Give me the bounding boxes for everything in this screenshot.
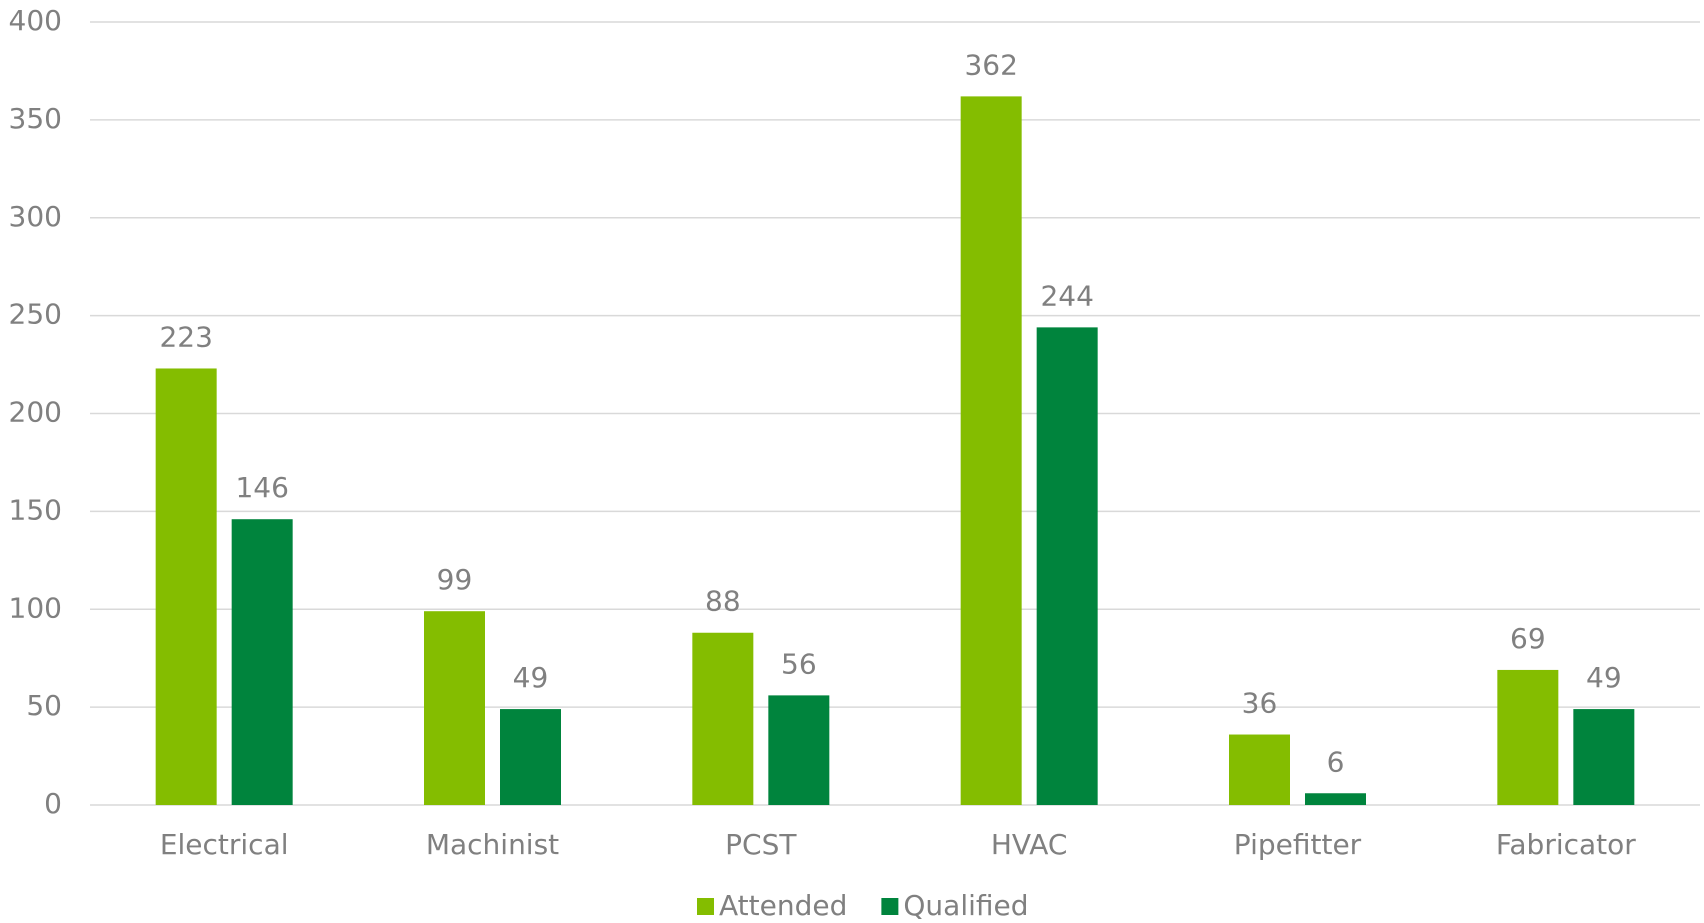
bar (1305, 793, 1366, 805)
bar (1229, 734, 1290, 805)
data-label: 56 (781, 647, 817, 680)
bar (500, 709, 561, 805)
bar (1036, 327, 1098, 805)
data-label: 88 (705, 585, 741, 618)
data-label: 223 (159, 320, 212, 353)
x-tick-label: PCST (725, 828, 797, 861)
y-tick-label: 0 (44, 787, 62, 820)
y-tick-label: 350 (9, 102, 62, 135)
legend-label: Attended (719, 889, 847, 922)
x-tick-label: Machinist (426, 828, 559, 861)
bar (155, 368, 217, 805)
y-tick-label: 150 (9, 493, 62, 526)
bar (692, 632, 754, 805)
bar (1497, 669, 1559, 805)
data-label: 49 (1586, 661, 1622, 694)
x-tick-label: Electrical (160, 828, 289, 861)
bar (960, 96, 1022, 805)
y-tick-label: 100 (9, 591, 62, 624)
data-label: 49 (513, 661, 549, 694)
data-label: 362 (964, 48, 1017, 81)
x-tick-label: HVAC (991, 828, 1068, 861)
data-label: 99 (437, 563, 473, 596)
x-tick-label: Fabricator (1496, 828, 1636, 861)
bar (231, 519, 293, 805)
data-label: 6 (1327, 745, 1345, 778)
x-tick-label: Pipefitter (1234, 828, 1362, 861)
legend-label: Qualified (903, 889, 1028, 922)
y-tick-label: 400 (9, 4, 62, 37)
legend-swatch (881, 898, 899, 915)
data-label: 36 (1242, 687, 1278, 720)
data-label: 146 (235, 471, 288, 504)
legend-swatch (697, 898, 714, 915)
data-label: 69 (1510, 622, 1546, 655)
bar (1573, 709, 1635, 805)
data-label: 244 (1040, 279, 1093, 312)
y-tick-label: 250 (9, 298, 62, 331)
y-tick-label: 200 (9, 396, 62, 429)
y-tick-label: 50 (26, 689, 62, 722)
y-tick-label: 300 (9, 200, 62, 233)
bar (424, 611, 485, 805)
bar (768, 695, 830, 805)
